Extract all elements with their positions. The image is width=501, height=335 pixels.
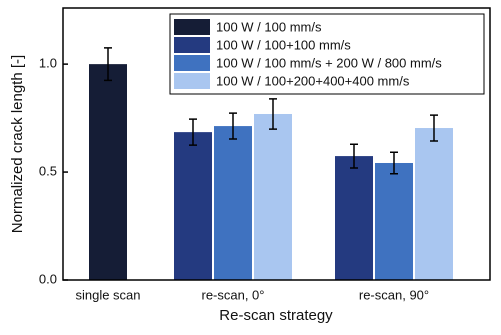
- legend-label: 100 W / 100+200+400+400 mm/s: [216, 73, 410, 88]
- bar: [375, 162, 413, 280]
- bar: [415, 128, 453, 280]
- error-bar: [269, 98, 277, 130]
- legend-label: 100 W / 100 mm/s + 200 W / 800 mm/s: [216, 55, 442, 70]
- bar: [335, 156, 373, 280]
- legend-swatch: [174, 73, 210, 89]
- x-tick-label: single scan: [75, 287, 140, 302]
- error-bar: [390, 151, 398, 175]
- legend-box: [169, 13, 485, 95]
- bar: [174, 132, 212, 280]
- error-bar: [189, 118, 197, 146]
- x-tick-label: re-scan, 90°: [359, 287, 429, 302]
- error-bar: [350, 143, 358, 169]
- legend-swatch: [174, 19, 210, 35]
- x-tick-label: re-scan, 0°: [201, 287, 264, 302]
- y-tick-label: 0.0: [39, 271, 57, 286]
- bar: [89, 64, 127, 280]
- plot-frame: [62, 7, 491, 281]
- legend-label: 100 W / 100 mm/s: [216, 19, 322, 34]
- legend-swatch: [174, 55, 210, 71]
- legend-label: 100 W / 100+100 mm/s: [216, 37, 351, 52]
- error-bar: [229, 112, 237, 140]
- bar: [254, 113, 292, 280]
- x-axis-label: Re-scan strategy: [219, 307, 333, 324]
- legend-swatch: [174, 37, 210, 53]
- bar: [214, 126, 252, 280]
- error-bar: [104, 47, 112, 82]
- y-tick-label: 0.5: [39, 164, 57, 179]
- error-bar: [430, 114, 438, 142]
- y-tick-label: 1.0: [39, 56, 57, 71]
- y-axis-label: Normalized crack length [-]: [9, 55, 26, 233]
